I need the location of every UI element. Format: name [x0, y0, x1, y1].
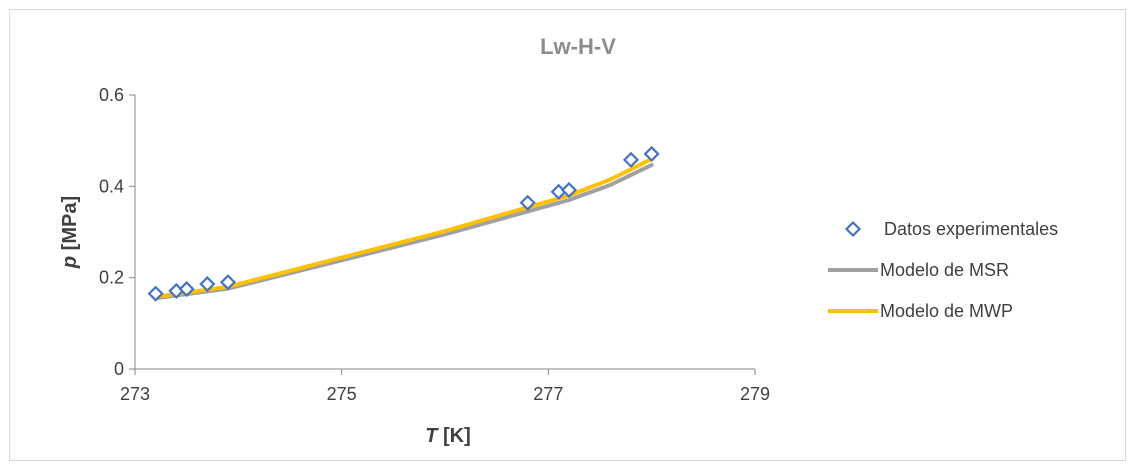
- y-axis-label-variable: p: [59, 256, 81, 269]
- x-tick-label: 277: [533, 384, 563, 404]
- data-point-marker: [643, 145, 660, 162]
- x-axis-label-variable: T: [425, 425, 439, 447]
- axes: 0 0.2 0.4 0.6 273 275 277 279: [99, 85, 770, 404]
- y-tick-label: 0.2: [99, 268, 124, 288]
- chart-title: Lw-H-V: [540, 34, 616, 59]
- legend-symbol-diamond: [844, 220, 862, 238]
- x-axis-label-unit: [K]: [437, 425, 470, 447]
- data-point-marker: [519, 194, 536, 211]
- y-axis-label: p [MPa]: [59, 196, 81, 269]
- series-line-modelo-de-mwp: [153, 156, 654, 299]
- data-point-marker: [219, 274, 237, 291]
- y-tick-label: 0.6: [99, 85, 124, 105]
- data-point-marker: [622, 151, 640, 168]
- legend-label: Modelo de MSR: [880, 260, 1009, 280]
- legend-label: Modelo de MWP: [880, 301, 1013, 321]
- data-point-marker: [199, 276, 216, 293]
- data-point-marker: [147, 285, 164, 302]
- data-point-marker: [560, 181, 578, 199]
- x-tick-label: 275: [327, 384, 357, 404]
- legend: Datos experimentales Modelo de MSR Modelo …: [828, 219, 1058, 321]
- data-point-marker: [178, 281, 195, 298]
- y-tick-label: 0: [114, 359, 124, 379]
- x-tick-label: 273: [120, 384, 150, 404]
- chart-border: [9, 9, 1126, 461]
- series-markers: [147, 145, 660, 302]
- series-lines: [153, 156, 654, 301]
- legend-label: Datos experimentales: [884, 219, 1058, 239]
- y-axis-label-unit: [MPa]: [59, 196, 81, 256]
- x-tick-label: 279: [740, 384, 770, 404]
- y-tick-label: 0.4: [99, 176, 124, 196]
- x-axis-label: T [K]: [425, 425, 471, 447]
